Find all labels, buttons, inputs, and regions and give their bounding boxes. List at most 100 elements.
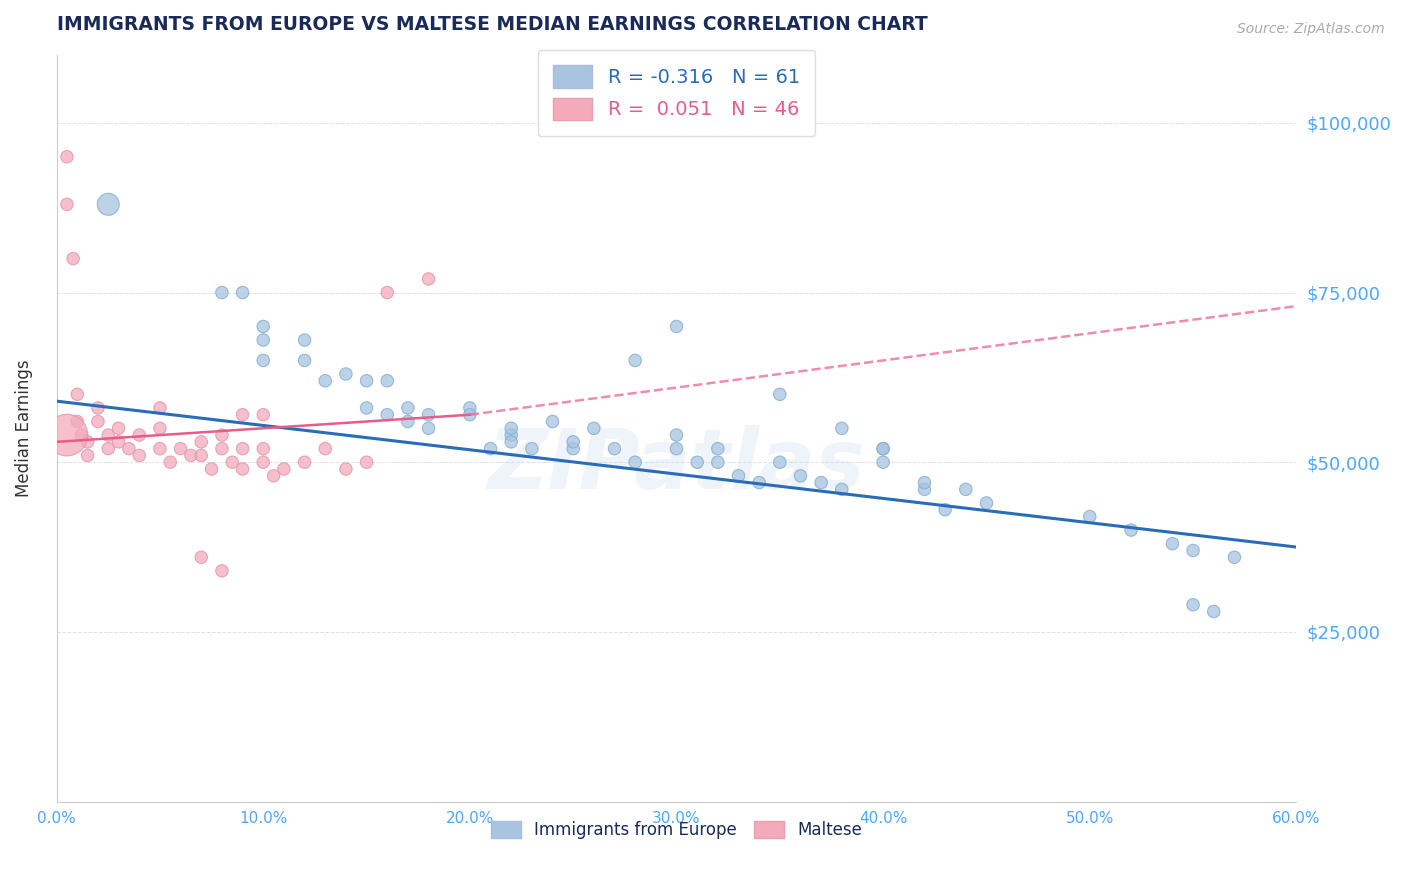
Point [107,421,129,435]
Point [190,550,212,565]
Point [418,421,440,435]
Point [66,415,89,429]
Point [1182,543,1205,558]
Point [1078,509,1101,524]
Point [1182,598,1205,612]
Point [582,421,605,435]
Point [748,475,770,490]
Point [149,421,172,435]
Point [831,421,853,435]
Point [128,428,150,442]
Point [727,468,749,483]
Point [624,455,647,469]
Point [976,496,998,510]
Point [149,442,172,456]
Point [418,408,440,422]
Point [97,428,120,442]
Point [56,428,79,442]
Point [190,449,212,463]
Point [252,319,274,334]
Point [263,468,285,483]
Point [211,564,233,578]
Point [335,367,357,381]
Text: IMMIGRANTS FROM EUROPE VS MALTESE MEDIAN EARNINGS CORRELATION CHART: IMMIGRANTS FROM EUROPE VS MALTESE MEDIAN… [56,15,928,34]
Point [159,455,181,469]
Point [232,408,254,422]
Point [62,252,84,266]
Point [118,442,141,456]
Point [810,475,832,490]
Point [914,475,936,490]
Point [335,462,357,476]
Point [707,442,730,456]
Point [707,455,730,469]
Point [76,449,98,463]
Point [190,434,212,449]
Point [1202,605,1225,619]
Point [479,442,502,456]
Point [501,421,523,435]
Point [180,449,202,463]
Point [934,502,956,516]
Point [872,442,894,456]
Point [686,455,709,469]
Point [458,408,481,422]
Point [562,434,585,449]
Point [128,449,150,463]
Point [356,374,378,388]
Point [252,455,274,469]
Text: ZIPatlas: ZIPatlas [488,425,866,506]
Point [375,374,398,388]
Point [375,285,398,300]
Point [169,442,191,456]
Point [211,285,233,300]
Point [665,442,688,456]
Point [252,353,274,368]
Point [97,442,120,456]
Point [149,401,172,415]
Point [252,333,274,347]
Point [221,455,243,469]
Point [232,442,254,456]
Point [458,401,481,415]
Point [294,353,316,368]
Point [1223,550,1246,565]
Point [501,428,523,442]
Point [831,483,853,497]
Point [665,319,688,334]
Text: Source: ZipAtlas.com: Source: ZipAtlas.com [1237,22,1385,37]
Point [273,462,295,476]
Point [955,483,977,497]
Point [789,468,811,483]
Point [76,434,98,449]
Y-axis label: Median Earnings: Median Earnings [15,359,32,497]
Point [872,442,894,456]
Point [97,197,120,211]
Point [356,455,378,469]
Point [314,442,336,456]
Point [211,442,233,456]
Point [314,374,336,388]
Point [769,455,792,469]
Point [107,434,129,449]
Point [914,483,936,497]
Point [396,415,419,429]
Point [769,387,792,401]
Point [232,285,254,300]
Point [520,442,543,456]
Point [665,428,688,442]
Point [294,455,316,469]
Point [872,455,894,469]
Point [541,415,564,429]
Point [501,434,523,449]
Point [56,150,79,164]
Point [211,428,233,442]
Point [1161,536,1184,550]
Point [356,401,378,415]
Legend: Immigrants from Europe, Maltese: Immigrants from Europe, Maltese [484,814,869,846]
Point [624,353,647,368]
Point [603,442,626,456]
Point [200,462,222,476]
Point [87,401,110,415]
Point [1119,523,1142,537]
